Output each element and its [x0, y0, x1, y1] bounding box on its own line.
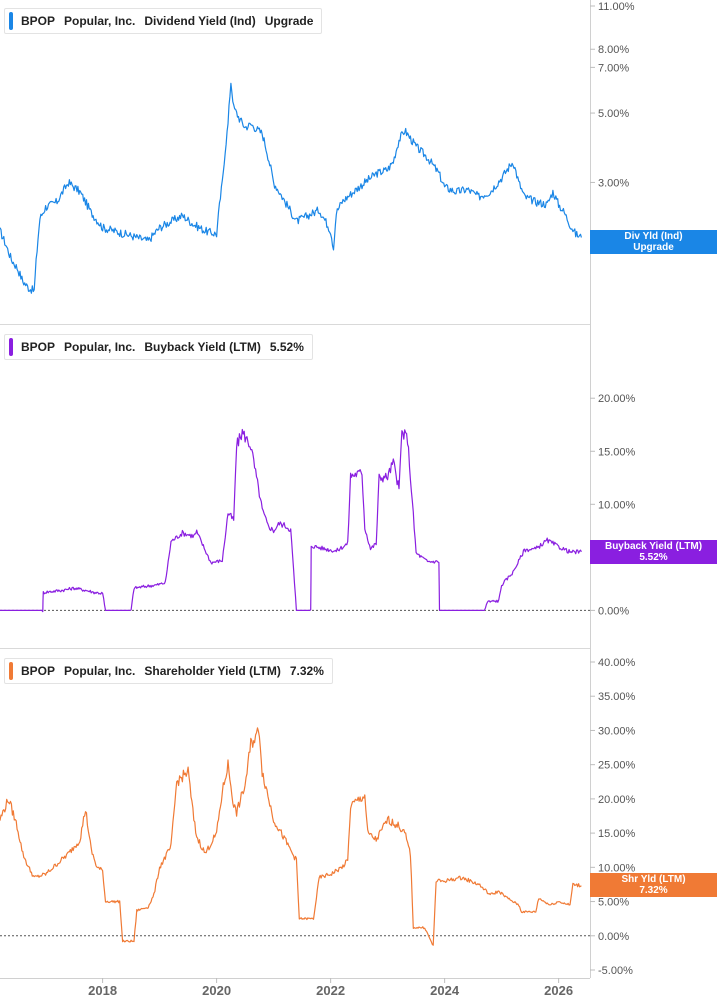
legend-current-value[interactable]: Upgrade	[264, 14, 314, 28]
y-tick-label: -5.00%	[598, 965, 633, 977]
y-tick-label: 5.00%	[598, 108, 629, 120]
y-tick-label: 7.00%	[598, 62, 629, 74]
legend-company: Popular, Inc.	[64, 14, 136, 28]
y-tick-label: 0.00%	[598, 931, 629, 943]
legend-company: Popular, Inc.	[64, 340, 136, 354]
series-line[interactable]	[0, 727, 582, 946]
y-tick-label: 35.00%	[598, 691, 636, 703]
badge-value: 5.52%	[639, 552, 668, 563]
shareholder-yield-badge: Shr Yld (LTM) 7.32%	[590, 873, 717, 897]
legend-company: Popular, Inc.	[64, 664, 136, 678]
legend-metric: Shareholder Yield (LTM)	[144, 664, 281, 678]
y-tick-label: 30.00%	[598, 725, 636, 737]
legend-shareholder-yield[interactable]: BPOP Popular, Inc. Shareholder Yield (LT…	[4, 658, 333, 684]
badge-value: Upgrade	[633, 242, 674, 253]
series-line[interactable]	[0, 428, 582, 613]
y-tick-label: 5.00%	[598, 897, 629, 909]
badge-label: Shr Yld (LTM)	[621, 874, 686, 885]
y-tick-label: 10.00%	[598, 499, 636, 511]
y-tick-label: 40.00%	[598, 657, 636, 669]
buyback-yield-badge: Buyback Yield (LTM) 5.52%	[590, 540, 717, 564]
dividend-yield-badge: Div Yld (Ind) Upgrade	[590, 230, 717, 254]
badge-label: Buyback Yield (LTM)	[604, 541, 703, 552]
x-tick-label: 2018	[88, 983, 117, 998]
y-tick-label: 15.00%	[598, 446, 636, 458]
y-tick-label: 20.00%	[598, 393, 636, 405]
legend-dividend-yield[interactable]: BPOP Popular, Inc. Dividend Yield (Ind) …	[4, 8, 323, 34]
y-tick-label: 15.00%	[598, 828, 636, 840]
legend-swatch	[9, 662, 13, 680]
x-tick-label: 2026	[544, 983, 573, 998]
series-line[interactable]	[0, 82, 582, 294]
y-tick-label: 10.00%	[598, 862, 636, 874]
y-tick-label: 3.00%	[598, 177, 629, 189]
x-tick-label: 2020	[202, 983, 231, 998]
badge-value: 7.32%	[639, 885, 668, 896]
y-tick-label: 8.00%	[598, 44, 629, 56]
legend-current-value: 5.52%	[269, 340, 304, 354]
y-tick-label: 20.00%	[598, 794, 636, 806]
legend-ticker: BPOP	[21, 664, 56, 678]
x-tick-label: 2022	[316, 983, 345, 998]
legend-ticker: BPOP	[21, 14, 56, 28]
legend-metric: Buyback Yield (LTM)	[144, 340, 261, 354]
legend-current-value: 7.32%	[289, 664, 324, 678]
legend-buyback-yield[interactable]: BPOP Popular, Inc. Buyback Yield (LTM) 5…	[4, 334, 313, 360]
y-tick-label: 11.00%	[598, 1, 635, 13]
badge-label: Div Yld (Ind)	[624, 231, 683, 242]
y-tick-label: 0.00%	[598, 605, 629, 617]
legend-swatch	[9, 338, 13, 356]
legend-ticker: BPOP	[21, 340, 56, 354]
y-tick-label: 25.00%	[598, 760, 636, 772]
x-tick-label: 2024	[430, 983, 460, 998]
legend-metric: Dividend Yield (Ind)	[144, 14, 256, 28]
legend-swatch	[9, 12, 13, 30]
